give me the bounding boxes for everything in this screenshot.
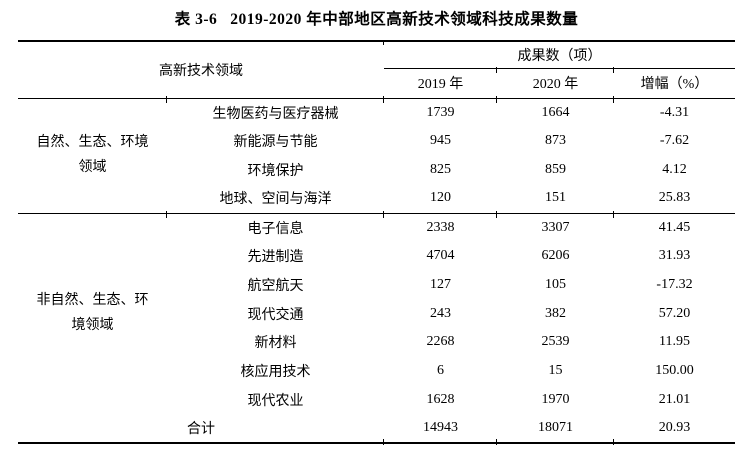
growth-cell: 11.95 [659,334,690,350]
value-2020-cell: 6206 [541,248,570,264]
growth-cell: 57.20 [658,305,691,321]
header-col-2020: 2020 年 [497,68,614,99]
header-col-growth: 增幅（%） [614,68,735,99]
border-tick [496,439,497,445]
value-2020-cell: 382 [545,305,566,321]
category-line: 境领域 [71,317,114,333]
field-cell: 环境保护 [247,163,304,179]
field-cell: 航空航天 [247,278,304,294]
field-cell: 地球、空间与海洋 [167,184,384,214]
value-2020-cell: 105 [545,276,566,292]
value-2020-cell: 2539 [541,334,570,350]
border-tick [496,67,497,73]
border-tick [383,96,384,103]
border-tick [613,211,614,218]
border-tick [613,439,614,445]
value-2020-cell: 1664 [541,104,570,120]
value-2020-cell: 859 [545,161,566,177]
field-cell: 新材料 [254,336,297,352]
value-2019-cell: 1628 [426,391,455,407]
table-title: 表 3-6 2019-2020 年中部地区高新技术领域科技成果数量 [0,7,753,29]
growth-cell: -17.32 [656,276,693,292]
value-2019-cell: 1739 [426,104,455,120]
total-growth-cell: 20.93 [658,420,691,436]
field-cell: 生物医药与医疗器械 [212,106,339,122]
border-tick [383,40,384,45]
border-tick [496,96,497,103]
border-tick [613,67,614,73]
growth-cell: 41.45 [658,219,691,235]
value-2019-cell: 120 [384,184,497,214]
value-2020-cell: 15 [548,363,563,379]
field-cell: 电子信息 [247,221,304,237]
results-table-wrap: 高新技术领域 成果数（项） 2019 年 2020 年 增幅（%） 自然、生态、… [18,40,735,445]
growth-cell: -7.62 [659,133,690,149]
value-2020-cell: 1970 [541,391,570,407]
field-cell: 现代农业 [247,393,304,409]
value-2019-cell: 825 [430,161,451,177]
value-2020-cell: 873 [545,133,566,149]
field-cell: 核应用技术 [240,365,311,381]
border-tick [496,211,497,218]
header-results-group: 成果数（项） [384,41,735,69]
growth-cell: 25.83 [614,184,735,214]
border-tick [613,96,614,103]
field-cell: 先进制造 [247,250,304,266]
growth-cell: 4.12 [662,161,687,177]
field-cell: 现代交通 [247,307,304,323]
border-tick [383,439,384,445]
category-cell-non-natural: 非自然、生态、环 境领域 [18,213,167,414]
border-tick [166,211,167,218]
growth-cell: 21.01 [658,391,691,407]
header-col-2019: 2019 年 [384,68,497,99]
border-tick [166,96,167,103]
category-cell-natural: 自然、生态、环境 领域 [18,98,167,214]
category-line: 自然、生态、环境 [36,135,149,150]
growth-cell: -4.31 [659,104,690,120]
category-line: 非自然、生态、环 [36,293,149,309]
value-2019-cell: 4704 [426,248,455,264]
table-title-text: 2019-2020 年中部地区高新技术领域科技成果数量 [230,11,579,28]
value-2019-cell: 127 [430,276,451,292]
value-2019-cell: 2338 [426,219,455,235]
growth-cell: 31.93 [658,248,691,264]
value-2020-cell: 151 [497,184,614,214]
border-tick [383,211,384,218]
value-2019-cell: 945 [430,133,451,149]
growth-cell: 150.00 [655,363,694,379]
total-2020-cell: 18071 [538,420,573,436]
category-line: 领域 [78,159,107,175]
value-2019-cell: 6 [437,363,444,379]
table-number: 表 3-6 [174,11,218,28]
total-2019-cell: 14943 [423,420,458,436]
results-table: 高新技术领域 成果数（项） 2019 年 2020 年 增幅（%） 自然、生态、… [18,40,735,444]
total-label-cell: 合计 [187,422,215,438]
value-2019-cell: 2268 [426,334,455,350]
header-field-group: 高新技术领域 [18,41,384,99]
field-cell: 新能源与节能 [233,135,318,151]
value-2019-cell: 243 [430,305,451,321]
value-2020-cell: 3307 [541,219,570,235]
